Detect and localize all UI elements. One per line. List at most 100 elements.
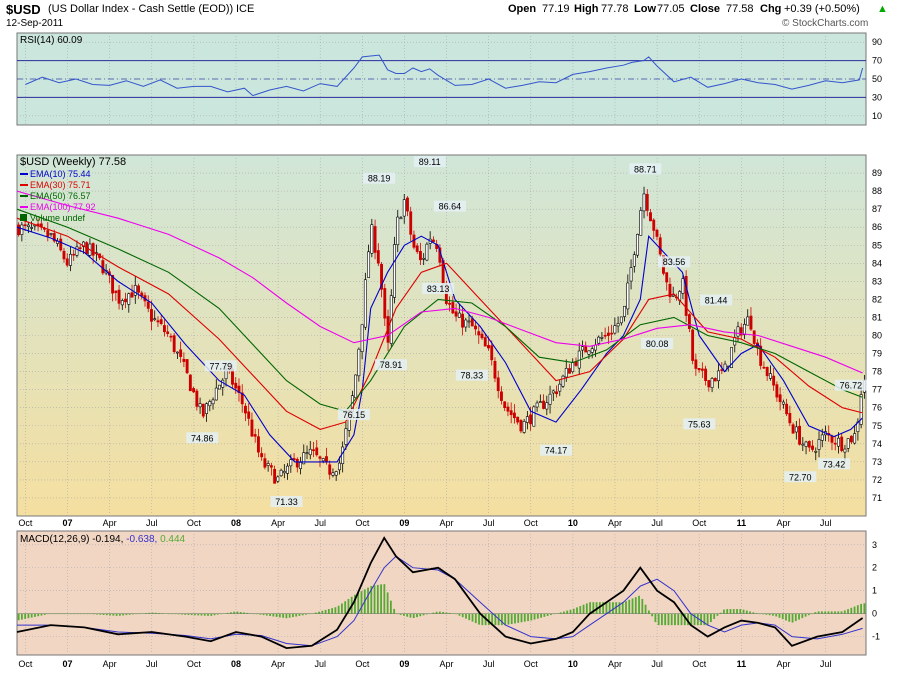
macd-hist-bar	[288, 613, 291, 618]
macd-hist-bar	[321, 610, 324, 614]
legend-entry: EMA(50) 76.57	[30, 191, 91, 201]
macd-hist-bar	[102, 613, 105, 615]
macd-hist-bar	[817, 611, 820, 614]
price-y-tick-label: 86	[872, 222, 882, 232]
candle-body	[730, 347, 733, 368]
macd-hist-bar	[465, 613, 467, 619]
macd-hist-bar	[141, 613, 144, 614]
candle-body	[383, 288, 387, 319]
up-arrow-icon: ▲	[877, 3, 888, 15]
macd-hist-bar	[474, 613, 477, 624]
macd-hist-bar	[553, 613, 556, 615]
candle-body	[623, 305, 627, 317]
candle-body	[373, 226, 377, 253]
candle-body	[483, 337, 487, 347]
rsi-label: RSI(14) 60.09	[20, 35, 83, 46]
candle-body	[120, 300, 124, 306]
candle-body	[811, 445, 814, 450]
rsi-line	[25, 54, 864, 97]
macd-hist-bar	[687, 613, 689, 626]
macd-hist-bar	[762, 613, 765, 615]
macd-hist-bar	[543, 613, 546, 617]
candle-body	[798, 425, 802, 445]
candle-body	[584, 345, 588, 353]
macd-hist-bar	[716, 613, 719, 616]
price-annotation: 74.86	[191, 433, 214, 443]
price-annotation: 75.63	[688, 419, 711, 429]
macd-hist-bar	[501, 613, 503, 626]
macd-hist-bar	[566, 610, 569, 614]
price-x-tick-label: 08	[231, 518, 241, 528]
candle-body	[632, 254, 636, 267]
macd-hist-bar	[801, 613, 804, 619]
macd-hist-bar	[30, 613, 33, 618]
macd-hist-bar	[536, 613, 539, 619]
candle-body	[509, 410, 513, 416]
rsi-y-tick-label: 10	[872, 111, 882, 121]
candle-body	[843, 448, 847, 453]
ema100-line	[16, 190, 863, 374]
candle-body	[814, 450, 818, 453]
candle-body	[172, 335, 176, 352]
macd-hist-bar	[216, 613, 219, 615]
macd-x-tick-label: Apr	[103, 659, 117, 669]
candle-body	[263, 458, 267, 468]
candle-body	[425, 243, 429, 261]
price-annotation-bg	[413, 156, 446, 168]
macd-x-tick-label: Apr	[271, 659, 285, 669]
candle-body	[652, 219, 656, 231]
macd-hist-bar	[729, 609, 732, 614]
macd-hist-bar	[628, 599, 631, 614]
macd-hist-bar	[438, 611, 441, 614]
macd-hist-bar	[416, 613, 418, 618]
macd-x-tick-label: Oct	[692, 659, 707, 669]
macd-y-tick-label: 0	[872, 609, 877, 619]
candle-body	[600, 337, 604, 339]
candle-body	[360, 324, 364, 352]
rsi-y-tick-label: 30	[872, 92, 882, 102]
candle-body	[639, 210, 643, 236]
price-y-tick-label: 84	[872, 258, 882, 268]
macd-hist-bar	[354, 594, 356, 614]
macd-hist-bar	[226, 612, 229, 614]
candle-body	[205, 403, 209, 414]
macd-hist-bar	[24, 613, 27, 619]
candle-body	[318, 456, 322, 459]
macd-hist-bar	[621, 602, 624, 614]
candle-body	[163, 325, 166, 333]
candle-body	[490, 345, 494, 361]
price-annotation-bg	[204, 360, 237, 372]
close-value: 77.58	[726, 3, 754, 15]
price-annotation-bg	[422, 283, 455, 295]
price-y-tick-label: 77	[872, 385, 882, 395]
macd-hist-bar	[625, 601, 627, 614]
macd-hist-bar	[703, 613, 706, 626]
macd-hist-bar	[151, 612, 154, 614]
candle-body	[114, 290, 118, 293]
price-y-tick-label: 82	[872, 294, 882, 304]
candle-body	[616, 323, 620, 327]
macd-hist-bar	[592, 602, 595, 614]
macd-hist-bar	[843, 610, 846, 614]
macd-hist-bar	[99, 613, 102, 615]
candle-body	[117, 289, 121, 304]
macd-hist-bar	[569, 609, 572, 614]
macd-hist-bar	[20, 613, 23, 620]
candle-body	[529, 414, 533, 425]
macd-hist-bar	[161, 613, 164, 614]
price-y-tick-label: 81	[872, 312, 882, 322]
macd-hist-bar	[236, 611, 239, 614]
macd-hist-bar	[791, 613, 794, 623]
macd-hist-bar	[612, 602, 614, 614]
price-annotation-bg	[363, 172, 396, 184]
macd-hist-bar	[576, 607, 578, 614]
macd-hist-bar	[618, 602, 621, 614]
candle-body	[250, 419, 254, 437]
macd-hist-bar	[56, 613, 59, 615]
candle-body	[247, 411, 251, 419]
candle-body	[840, 436, 844, 451]
candle-body	[519, 419, 523, 432]
macd-label: MACD(12,26,9) -0.194, -0.638, 0.444	[20, 534, 186, 545]
macd-hist-bar	[367, 587, 369, 614]
candle-body	[493, 360, 497, 379]
